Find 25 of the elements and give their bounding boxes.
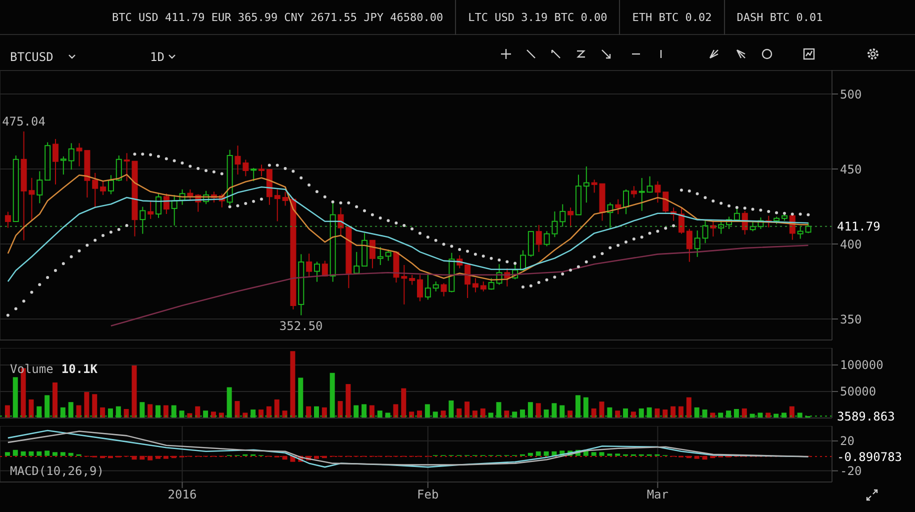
text: 10.1K bbox=[61, 362, 98, 376]
x-tick-label: Feb bbox=[417, 488, 439, 502]
y-tick-label: -20 bbox=[840, 464, 862, 478]
y-tick-label: 350 bbox=[840, 312, 862, 326]
annotation: 475.04 bbox=[2, 114, 46, 128]
text: BTC USD 411.79 EUR 365.99 CNY 2671.55 JPY 46580.00 bbox=[111, 10, 444, 26]
y-tick-label: 100000 bbox=[840, 358, 884, 372]
ref-line-label: 411.79 bbox=[837, 220, 880, 234]
chart-title: BTCUSD bbox=[10, 50, 54, 64]
chart-subtitle: 1D bbox=[150, 50, 164, 64]
text: MACD(10,26,9) bbox=[10, 464, 104, 478]
x-tick-label: Mar bbox=[646, 488, 669, 502]
y-tick-label: 450 bbox=[840, 162, 862, 176]
y-tick-label: 20 bbox=[840, 434, 854, 448]
ref-line-label: 3589.863 bbox=[837, 409, 895, 424]
y-tick-label: 500 bbox=[840, 87, 862, 102]
annotation: 352.50 bbox=[279, 318, 323, 333]
ref-line-label: -0.890783 bbox=[837, 450, 902, 464]
text: ETH BTC 0.02 bbox=[619, 0, 724, 34]
text: Volume bbox=[10, 362, 54, 376]
y-tick-label: 50000 bbox=[840, 384, 876, 399]
text: DASH BTC 0.01 bbox=[724, 0, 835, 34]
y-tick-label: 400 bbox=[840, 237, 862, 252]
text: LTC USD 3.19 BTC 0.00 bbox=[455, 0, 620, 34]
x-tick-label: 2016 bbox=[168, 488, 197, 502]
